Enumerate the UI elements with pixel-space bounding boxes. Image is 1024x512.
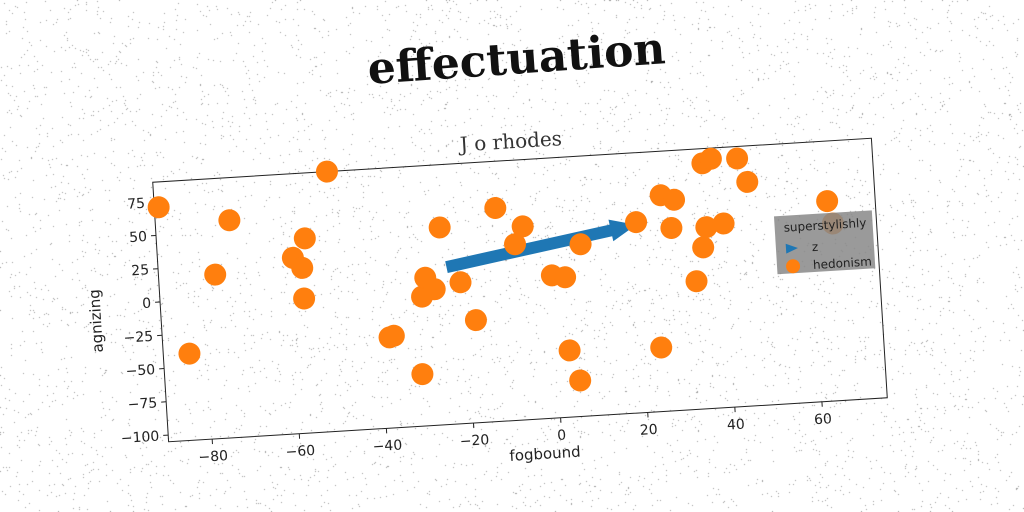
legend-arrow-swatch (785, 243, 798, 254)
y-tick-label: −75 (127, 395, 157, 413)
scatter-point (504, 233, 527, 256)
scatter-point (712, 212, 735, 235)
scatter-point (685, 270, 708, 293)
y-tick-label: −25 (123, 329, 153, 347)
x-axis-label: fogbound (509, 443, 581, 465)
legend-entry-z: z (811, 240, 818, 254)
x-axis-ticks: −80 −60 −40 −20 0 20 40 60 (198, 401, 833, 466)
legend-box (773, 210, 876, 275)
scatter-point (204, 263, 227, 286)
plot-frame (152, 137, 888, 443)
y-tick-label: 0 (142, 296, 152, 313)
scatter-point (692, 236, 715, 259)
legend-entry-hedonism: hedonism (813, 254, 873, 272)
scatter-point (464, 309, 487, 332)
y-axis-label: agnizing (85, 289, 107, 353)
y-tick-label: 50 (129, 229, 148, 246)
scatter-point (736, 170, 759, 193)
scatter-point (293, 227, 316, 250)
chart-marks (147, 147, 844, 392)
scatter-point (449, 271, 472, 294)
scatter-point (726, 147, 749, 170)
scatter-point (650, 336, 673, 359)
scatter-point (569, 233, 592, 256)
x-tick-label: 20 (639, 422, 658, 439)
scatter-point (218, 209, 241, 232)
y-tick-label: −50 (125, 362, 155, 380)
scatter-point (423, 278, 446, 301)
scatter-point (569, 369, 592, 392)
chart-title: J o rhodes (457, 126, 562, 156)
scatter-point (484, 197, 507, 220)
scatter-point (511, 215, 534, 238)
scatter-point (554, 266, 577, 289)
scatter-point (411, 363, 434, 386)
scatter-point (695, 216, 718, 239)
plot-group: J o rhodes −80 −60 −40 −20 0 20 40 60 75 50 25 0 −2… (85, 126, 888, 466)
scatter-point (625, 211, 648, 234)
scatter-point (558, 339, 581, 362)
y-tick-label: −100 (120, 429, 159, 447)
x-tick-label: 0 (557, 427, 567, 444)
scatter-point (178, 342, 201, 365)
scatter-point (699, 147, 722, 170)
scatter-point (660, 216, 683, 239)
y-tick-label: 75 (127, 196, 146, 213)
scatter-point (428, 216, 451, 239)
x-tick-label: −60 (285, 443, 315, 461)
scatter-point (816, 190, 839, 213)
scatter-point (147, 196, 170, 219)
scatter-point (315, 160, 338, 183)
x-tick-label: 40 (727, 417, 746, 434)
scatter-point (663, 188, 686, 211)
scatter-point (291, 256, 314, 279)
x-tick-label: 60 (814, 411, 833, 428)
x-tick-label: −20 (459, 432, 489, 450)
arrow-mark (445, 219, 637, 273)
scatter-point (293, 287, 316, 310)
legend-point-swatch (786, 259, 801, 274)
scatter-point (382, 324, 405, 347)
x-tick-label: −40 (372, 437, 402, 455)
y-tick-label: 25 (131, 262, 150, 279)
y-axis-ticks: 75 50 25 0 −25 −50 −75 −100 (120, 196, 169, 447)
x-tick-label: −80 (198, 448, 228, 466)
legend: superstylishly z hedonism (773, 210, 876, 275)
legend-title: superstylishly (783, 216, 867, 235)
